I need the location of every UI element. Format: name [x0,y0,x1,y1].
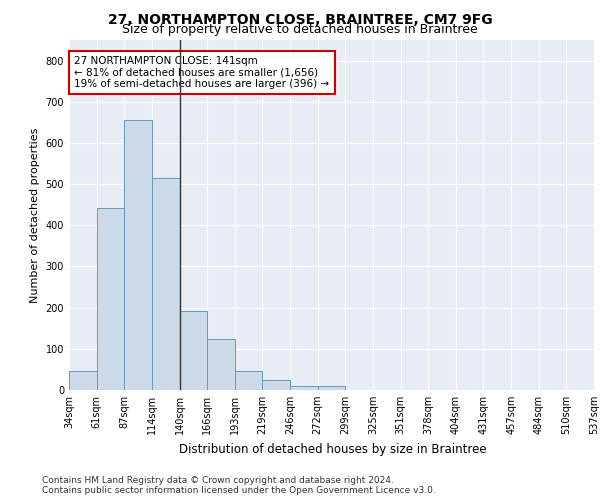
Bar [235,370,262,390]
Bar [179,310,207,390]
Bar [97,208,124,390]
Text: 27 NORTHAMPTON CLOSE: 141sqm
← 81% of detached houses are smaller (1,656)
19% of: 27 NORTHAMPTON CLOSE: 141sqm ← 81% of de… [74,56,329,89]
Bar [124,120,152,390]
Text: Distribution of detached houses by size in Braintree: Distribution of detached houses by size … [179,442,487,456]
Text: Size of property relative to detached houses in Braintree: Size of property relative to detached ho… [122,22,478,36]
Text: 27, NORTHAMPTON CLOSE, BRAINTREE, CM7 9FG: 27, NORTHAMPTON CLOSE, BRAINTREE, CM7 9F… [107,12,493,26]
Bar [152,178,179,390]
Bar [69,370,97,390]
Text: Contains HM Land Registry data © Crown copyright and database right 2024.
Contai: Contains HM Land Registry data © Crown c… [42,476,436,495]
Bar [207,338,235,390]
Bar [262,380,290,390]
Bar [317,386,346,390]
Y-axis label: Number of detached properties: Number of detached properties [30,128,40,302]
Bar [290,386,317,390]
